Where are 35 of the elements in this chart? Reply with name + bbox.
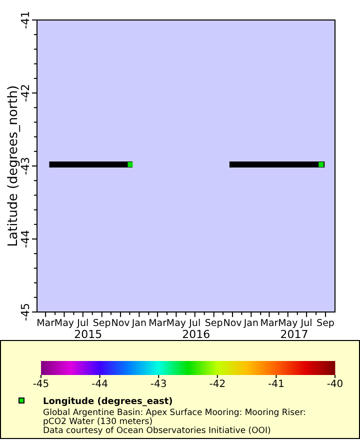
x-tick-label: Nov [223, 318, 242, 329]
color-bar-label: -40 [326, 379, 344, 390]
text: pCO2 Water (130 meters) [43, 417, 153, 427]
y-tick-label: -43 [19, 157, 32, 175]
color-bar-label: -45 [32, 379, 50, 390]
y-tick-label: -41 [19, 11, 32, 29]
y-tick-label: -44 [19, 230, 32, 248]
text: Data courtesy of Ocean Observatories Initiative (OOI) [43, 426, 271, 436]
color-bar-label: -41 [268, 379, 284, 390]
x2-tick-label: 2016 [182, 328, 210, 341]
y-axis-title: Latitude (degrees_north) [6, 85, 21, 247]
y-tick-label: -42 [19, 84, 32, 102]
x-tick-label: Mar [36, 318, 55, 329]
x-tick-label: Sep [316, 318, 334, 329]
color-bar-label: -44 [92, 379, 108, 390]
text: Global Argentine Basin: Apex Surface Mooring: Mooring Riser: [43, 408, 306, 418]
color-bar-label: -42 [209, 379, 226, 390]
x2-tick-label: 2015 [74, 328, 102, 341]
x-tick-label: Jul [188, 318, 201, 329]
x-tick-label: Jan [242, 318, 258, 329]
y-tick-label: -45 [19, 303, 32, 321]
color-bar-title: Longitude (degrees_east) [43, 397, 173, 407]
x-tick-label: May [278, 318, 298, 329]
x-tick-label: Jan [130, 318, 147, 329]
x-tick-label: Jul [76, 318, 89, 329]
x2-tick-label: 2017 [280, 328, 308, 341]
x-tick-label: Sep [92, 318, 111, 329]
x-tick-label: May [54, 318, 74, 329]
color-bar-label: -43 [150, 379, 167, 390]
x-tick-label: May [166, 318, 186, 329]
x-tick-label: Mar [260, 318, 278, 329]
x-tick-label: Mar [148, 318, 167, 329]
x-tick-label: Sep [204, 318, 223, 329]
x-tick-label: Jul [300, 318, 312, 329]
x-tick-label: Nov [111, 318, 130, 329]
